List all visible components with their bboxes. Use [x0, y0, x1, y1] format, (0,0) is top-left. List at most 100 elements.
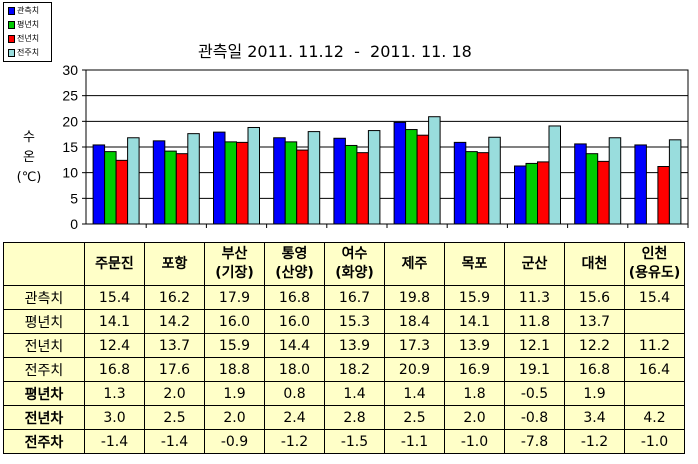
legend-label: 관측치	[17, 6, 40, 15]
table-header-row: 주문진 포항 부산 (기장) 통영 (산양) 여수 (화양) 제주 목포 군산 대천 인천 (용유도)	[3, 242, 685, 286]
station-header: 포항	[144, 242, 205, 286]
table-cell: 15.6	[564, 285, 625, 310]
table-cell: -1.4	[144, 429, 205, 454]
row-label: 전년치	[3, 333, 85, 358]
row-label: 전년차	[3, 405, 85, 430]
station-header: 부산 (기장)	[204, 242, 265, 286]
table-cell: 16.9	[444, 357, 505, 382]
table-cell: 12.1	[504, 333, 565, 358]
station-header: 주문진	[84, 242, 145, 286]
bar	[393, 121, 407, 225]
bar	[367, 130, 381, 225]
bar	[574, 143, 587, 225]
station-header: 군산	[504, 242, 565, 286]
table-cell: -1.5	[324, 429, 385, 454]
table-cell: -7.8	[504, 429, 565, 454]
bar	[296, 149, 309, 225]
legend-label: 전년치	[17, 34, 40, 43]
bar	[634, 144, 647, 225]
table-cell: 13.7	[144, 333, 205, 358]
table-cell: 12.4	[84, 333, 145, 358]
legend-item: 전년치	[8, 33, 39, 45]
table-cell: 4.2	[624, 405, 685, 430]
chart-plot: 0 5 10 15 20 25 30	[62, 62, 689, 232]
bar	[608, 137, 622, 225]
table-cell: -0.9	[204, 429, 265, 454]
bar	[115, 159, 129, 225]
bar	[273, 137, 286, 225]
table-cell: 16.0	[264, 309, 325, 334]
table-cell: 2.0	[204, 405, 265, 430]
table-cell: 11.3	[504, 285, 565, 310]
table-cell: 18.2	[324, 357, 385, 382]
table-cell: -1.0	[624, 429, 685, 454]
table-corner-cell	[3, 242, 85, 286]
table-cell: 1.8	[444, 381, 505, 406]
table-cell: -1.4	[84, 429, 145, 454]
bar	[668, 139, 682, 225]
bar	[548, 125, 561, 225]
table-cell: 1.9	[204, 381, 265, 406]
legend-label: 전주치	[17, 48, 40, 57]
bar	[187, 133, 200, 225]
table-cell	[624, 381, 685, 406]
y-axis-label: 수 온 (℃)	[14, 128, 44, 188]
table-cell: 17.3	[384, 333, 445, 358]
table-cell: 16.8	[84, 357, 145, 382]
data-table: 주문진 포항 부산 (기장) 통영 (산양) 여수 (화양) 제주 목포 군산 대천 인천 (용유도) 관측…	[3, 242, 685, 454]
bar	[333, 137, 346, 225]
table-cell: 16.8	[264, 285, 325, 310]
y-axis-label-line: 수	[23, 130, 35, 145]
station-header: 목포	[444, 242, 505, 286]
bar	[307, 131, 321, 225]
bar	[525, 162, 538, 225]
table-cell: -1.0	[444, 429, 505, 454]
bar	[428, 116, 441, 225]
bar	[657, 166, 670, 225]
station-header: 통영 (산양)	[264, 242, 325, 286]
bar	[164, 150, 177, 225]
table-cell: 14.2	[144, 309, 205, 334]
table-cell: 2.5	[144, 405, 205, 430]
row-label: 평년치	[3, 309, 85, 334]
table-cell: 3.4	[564, 405, 625, 430]
table-cell: 18.0	[264, 357, 325, 382]
bar	[247, 126, 260, 225]
station-header: 여수 (화양)	[324, 242, 385, 286]
table-cell: 19.8	[384, 285, 445, 310]
station-header: 인천 (용유도)	[624, 242, 685, 286]
table-cell: 2.4	[264, 405, 325, 430]
legend-item: 관측치	[8, 5, 39, 17]
table-cell: 1.9	[564, 381, 625, 406]
table-cell: 1.4	[384, 381, 445, 406]
table-cell: 15.3	[324, 309, 385, 334]
station-header: 제주	[384, 242, 445, 286]
table-cell: 14.4	[264, 333, 325, 358]
table-cell: 16.8	[564, 357, 625, 382]
legend-swatch	[8, 34, 15, 43]
table-cell: 1.4	[324, 381, 385, 406]
table-cell: 13.7	[564, 309, 625, 334]
table-cell: 11.2	[624, 333, 685, 358]
table-cell: 14.1	[84, 309, 145, 334]
legend-swatch	[8, 48, 15, 57]
table-cell: 18.4	[384, 309, 445, 334]
legend-swatch	[8, 6, 15, 15]
bar	[213, 131, 226, 225]
bar	[284, 141, 298, 225]
table-cell: 13.9	[444, 333, 505, 358]
table-cell: 2.8	[324, 405, 385, 430]
legend-swatch	[8, 20, 15, 29]
y-tick-label: 15	[62, 139, 78, 155]
bar	[465, 151, 478, 225]
table-cell: -0.8	[504, 405, 565, 430]
table-cell: 15.9	[444, 285, 505, 310]
row-label: 관측치	[3, 285, 85, 310]
row-label: 평년차	[3, 381, 85, 406]
bar	[92, 144, 106, 225]
table-cell: 16.4	[624, 357, 685, 382]
table-row: 관측치 15.4 16.2 17.9 16.8 16.7 19.8 15.9 11.3 15.6 1…	[3, 285, 685, 310]
table-cell: 11.8	[504, 309, 565, 334]
table-cell: 0.8	[264, 381, 325, 406]
y-tick-label: 30	[62, 62, 78, 78]
